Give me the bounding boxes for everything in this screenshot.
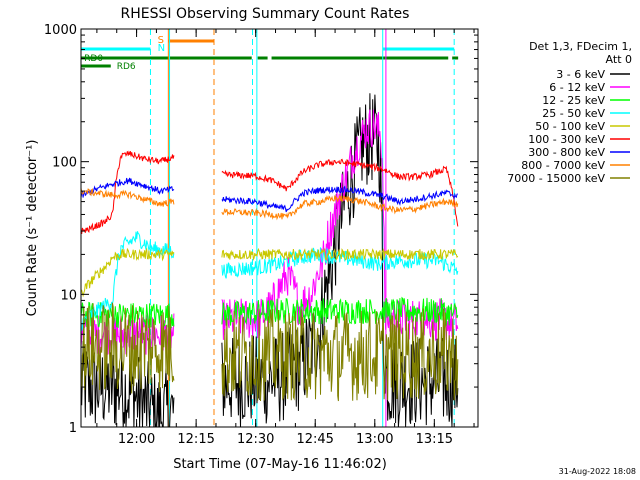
x-tick-label-5: 13:15 — [416, 432, 453, 447]
series-5 — [81, 150, 459, 234]
series-layer — [81, 93, 459, 427]
legend-label-3: 25 - 50 keV — [542, 107, 605, 120]
series-8 — [81, 302, 459, 402]
series-4 — [81, 247, 459, 298]
legend-label-4: 50 - 100 keV — [535, 120, 605, 133]
legend-label-5: 100 - 300 keV — [528, 133, 605, 146]
series-6 — [81, 177, 458, 213]
legend-label-1: 6 - 12 keV — [549, 81, 605, 94]
plot-frame — [80, 28, 479, 428]
series-line-4-1 — [221, 247, 459, 262]
x-tick-label-4: 13:00 — [356, 432, 393, 447]
x-tick-label-3: 12:45 — [296, 432, 333, 447]
legend-header-2: Att 0 — [606, 53, 632, 66]
series-line-0-0 — [81, 340, 175, 427]
series-line-6-1 — [221, 185, 458, 213]
legend-label-0: 3 - 6 keV — [556, 68, 605, 81]
legend-label-6: 300 - 800 keV — [528, 146, 605, 159]
footer-timestamp: 31-Aug-2022 18:08 — [559, 467, 636, 476]
annotations: SN RD0 RD6 — [84, 35, 165, 72]
series-line-8-0 — [81, 302, 175, 394]
series-line-8-1 — [221, 308, 459, 402]
legend-label-7: 800 - 7000 keV — [521, 159, 605, 172]
legend-header-1: Det 1,3, FDecim 1, — [529, 40, 632, 53]
annotation-rd0: RD0 — [84, 54, 103, 64]
x-tick-label-2: 12:30 — [237, 432, 274, 447]
series-line-7-0 — [81, 188, 175, 207]
series-line-5-1 — [221, 158, 459, 227]
series-line-6-0 — [81, 177, 175, 198]
y-axis-label: Count Rate (s⁻¹ detector⁻¹) — [25, 140, 40, 317]
y-tick-label-1: 10 — [60, 288, 77, 303]
legend-label-8: 7000 - 15000 keV — [507, 172, 605, 185]
series-2 — [81, 296, 459, 329]
series-line-4-0 — [81, 247, 175, 298]
axes: 12:00 12:15 12:30 12:45 13:00 13:15 1 10 100 1000 — [44, 23, 478, 447]
legend-label-2: 12 - 25 keV — [542, 94, 605, 107]
y-tick-label-2: 100 — [52, 156, 77, 171]
annotation-n: N — [158, 43, 165, 54]
annotation-s: S — [158, 35, 164, 46]
x-tick-label-0: 12:00 — [118, 432, 155, 447]
annotation-rd6: RD6 — [117, 62, 136, 72]
series-line-2-0 — [81, 301, 175, 329]
series-line-7-1 — [221, 195, 459, 221]
y-tick-label-3: 1000 — [44, 23, 77, 38]
series-7 — [81, 188, 459, 221]
x-axis-label: Start Time (07-May-16 11:46:02) — [173, 457, 387, 472]
status-bars — [81, 39, 459, 68]
chart-title: RHESSI Observing Summary Count Rates — [121, 6, 410, 22]
x-tick-label-1: 12:15 — [177, 432, 214, 447]
series-line-5-0 — [81, 150, 175, 234]
series-line-2-1 — [221, 296, 459, 326]
y-tick-label-0: 1 — [69, 421, 77, 436]
